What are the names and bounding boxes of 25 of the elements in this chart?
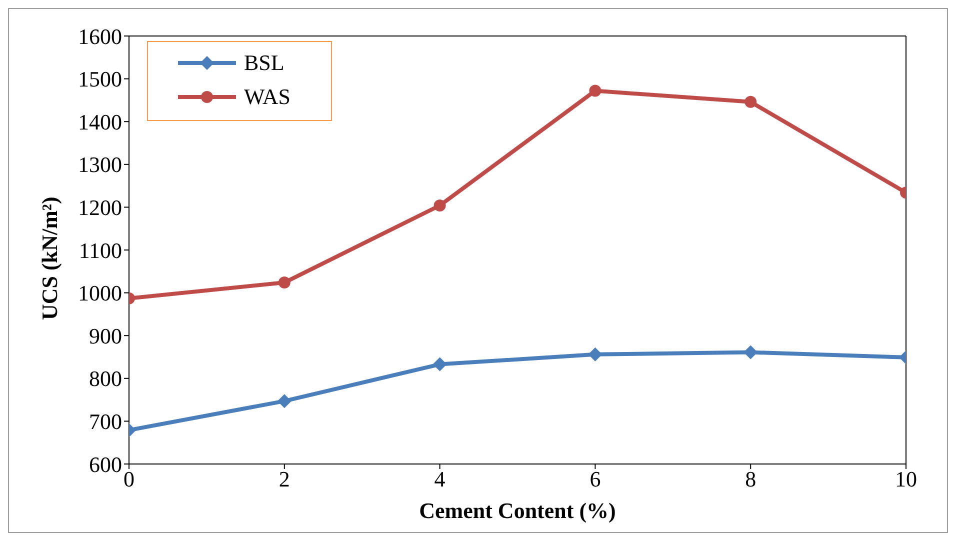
x-tick-label: 4: [434, 466, 446, 492]
y-tick-label: 1200: [78, 195, 122, 220]
y-tick-label: 800: [89, 366, 122, 392]
y-tick-label: 1100: [78, 238, 122, 263]
legend-label: WAS: [244, 84, 290, 110]
point: [589, 84, 602, 97]
y-tick-label: 1500: [78, 66, 122, 92]
y-tick-label: 900: [89, 323, 122, 348]
x-tick-label: 10: [895, 466, 917, 492]
y-tick-label: 1400: [78, 109, 122, 134]
y-tick-label: 1000: [78, 280, 122, 306]
x-tick-label: 6: [590, 466, 601, 492]
point: [434, 199, 446, 212]
point: [588, 347, 602, 362]
y-tick-label: 1600: [78, 24, 122, 49]
legend-label: BSL: [244, 50, 284, 76]
point: [432, 357, 447, 372]
y-tick-label: 1300: [78, 152, 122, 178]
y-tick-label: 700: [89, 409, 122, 434]
y-axis-title: UCS (kN/m²): [36, 196, 62, 320]
x-tick-label: 8: [745, 466, 756, 492]
x-tick-label: 0: [124, 466, 134, 492]
x-axis-title: Cement Content (%): [419, 498, 616, 523]
x-tick-label: 2: [278, 466, 290, 492]
y-tick-label: 600: [89, 452, 122, 477]
